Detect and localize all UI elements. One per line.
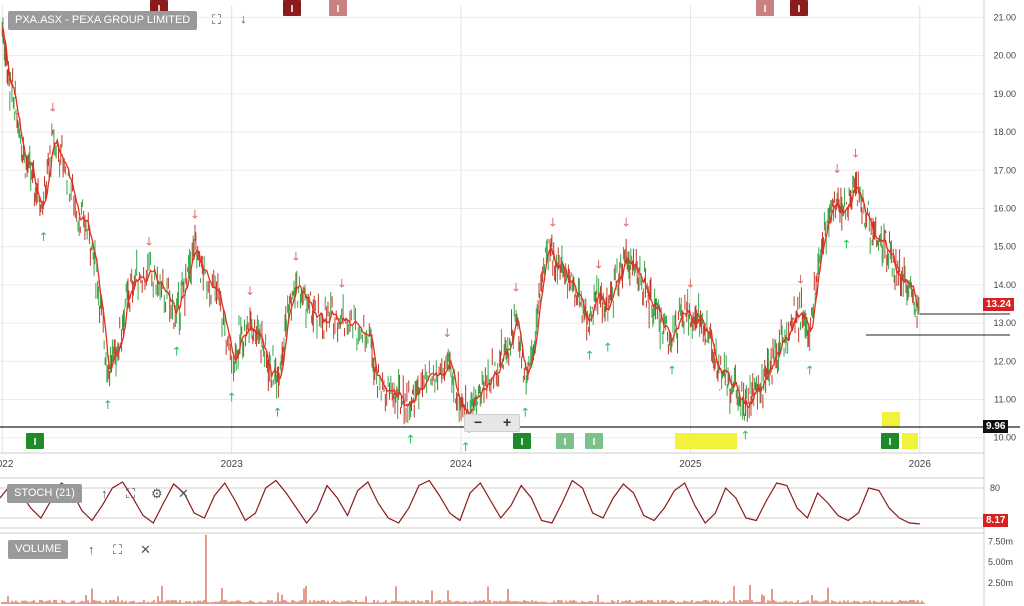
down-arrow-icon: ↓ xyxy=(48,101,58,115)
volume-panel-title[interactable]: VOLUME xyxy=(8,540,69,559)
event-marker-label: I xyxy=(593,437,596,448)
arrow-down-icon[interactable]: ↓ xyxy=(240,11,247,26)
expand-icon[interactable]: ⛶ xyxy=(126,486,136,501)
event-marker xyxy=(756,0,774,16)
close-icon[interactable]: ✕ xyxy=(178,486,189,501)
event-marker xyxy=(329,0,347,16)
event-marker xyxy=(585,433,603,449)
up-arrow-icon: ↑ xyxy=(584,348,594,362)
price-tick-label: 15.00 xyxy=(993,242,1016,252)
event-marker xyxy=(881,433,899,449)
up-arrow-icon: ↑ xyxy=(603,341,613,355)
up-arrow-icon: ↑ xyxy=(841,237,851,251)
close-icon[interactable]: ✕ xyxy=(140,542,151,557)
expand-icon[interactable]: ⛶ xyxy=(212,12,222,27)
price-tick-label: 21.00 xyxy=(993,12,1016,22)
settings-icon[interactable]: ⚙ xyxy=(151,486,163,501)
up-arrow-icon: ↑ xyxy=(520,406,530,420)
down-arrow-icon: ↓ xyxy=(685,276,695,290)
event-marker-label: I xyxy=(889,437,892,448)
event-marker-label: I xyxy=(521,437,524,448)
price-tick-label: 14.00 xyxy=(993,280,1016,290)
arrow-up-icon[interactable]: ↑ xyxy=(88,542,95,557)
event-marker-label: I xyxy=(291,4,294,15)
volume-tick-label: 7.50m xyxy=(988,536,1013,546)
year-tick-label: 2023 xyxy=(221,459,244,470)
up-arrow-icon: ↑ xyxy=(667,364,677,378)
expand-icon[interactable]: ⛶ xyxy=(113,542,123,557)
event-marker-label: I xyxy=(564,437,567,448)
down-arrow-icon: ↓ xyxy=(548,215,558,229)
up-arrow-icon: ↑ xyxy=(39,230,49,244)
event-marker-label: I xyxy=(764,4,767,15)
stoch-line xyxy=(0,479,920,525)
price-tick-label: 12.00 xyxy=(993,356,1016,366)
event-marker-label: I xyxy=(158,4,161,15)
down-arrow-icon: ↓ xyxy=(291,250,301,264)
price-tick-label: 19.00 xyxy=(993,89,1016,99)
year-tick-label: 2024 xyxy=(450,459,473,470)
stoch-value-tag: 8.17 xyxy=(983,514,1009,527)
event-marker-yellow xyxy=(902,433,918,449)
down-arrow-icon: ↓ xyxy=(442,326,452,340)
event-marker-label: I xyxy=(34,437,37,448)
event-marker-yellow xyxy=(882,412,900,428)
event-markers[interactable]: I I I I I I I I I I xyxy=(26,0,918,449)
down-arrow-icon: ↓ xyxy=(594,257,604,271)
up-arrow-icon: ↑ xyxy=(273,406,283,420)
event-marker-label: I xyxy=(337,4,340,15)
price-tick-label: 18.00 xyxy=(993,127,1016,137)
volume-tick-label: 5.00m xyxy=(988,557,1013,567)
year-tick-label: 2025 xyxy=(679,459,702,470)
price-tick-label: 17.00 xyxy=(993,165,1016,175)
event-marker-yellow xyxy=(675,433,737,449)
down-arrow-icon: ↓ xyxy=(832,162,842,176)
down-arrow-icon: ↓ xyxy=(245,284,255,298)
zoom-out-icon[interactable]: − xyxy=(474,414,483,430)
down-arrow-icon: ↓ xyxy=(511,280,521,294)
down-arrow-icon: ↓ xyxy=(621,215,631,229)
down-arrow-icon: ↓ xyxy=(851,147,861,161)
event-marker xyxy=(26,433,44,449)
stoch-panel-title[interactable]: STOCH (21) xyxy=(7,484,82,503)
down-arrow-icon: ↓ xyxy=(190,208,200,222)
moving-average-line xyxy=(1,27,920,417)
price-tick-label: 11.00 xyxy=(994,395,1016,405)
volume-bars xyxy=(0,532,984,604)
price-tick-label: 20.00 xyxy=(993,51,1016,61)
event-marker xyxy=(790,0,808,16)
stoch-tick-label: 80 xyxy=(990,483,1000,493)
up-arrow-icon: ↑ xyxy=(805,364,815,378)
stoch-layer xyxy=(0,477,984,529)
event-marker xyxy=(556,433,574,449)
low-price-tag: 9.96 xyxy=(983,420,1009,433)
down-arrow-icon: ↓ xyxy=(795,273,805,287)
zoom-in-icon[interactable]: + xyxy=(503,414,512,430)
arrow-up-icon[interactable]: ↑ xyxy=(101,486,108,501)
year-tick-label: 2026 xyxy=(909,459,932,470)
up-arrow-icon: ↑ xyxy=(172,344,182,358)
up-arrow-icon: ↑ xyxy=(103,398,113,412)
event-marker xyxy=(513,433,531,449)
last-price-tag: 13.24 xyxy=(983,298,1015,311)
zoom-control[interactable]: − + xyxy=(464,414,520,432)
up-arrow-icon: ↑ xyxy=(406,432,416,446)
price-grid xyxy=(0,6,984,453)
price-tick-label: 13.00 xyxy=(993,318,1016,328)
volume-tick-label: 2.50m xyxy=(988,578,1013,588)
price-panel-title[interactable]: PXA.ASX - PEXA GROUP LIMITED xyxy=(8,11,198,30)
event-marker-label: I xyxy=(798,4,801,15)
down-arrow-icon: ↓ xyxy=(144,234,154,248)
up-arrow-icon: ↑ xyxy=(740,429,750,443)
price-tick-label: 16.00 xyxy=(993,203,1016,213)
price-tick-label: 10.00 xyxy=(993,433,1016,443)
up-arrow-icon: ↑ xyxy=(227,390,237,404)
up-arrow-icon: ↑ xyxy=(461,440,471,454)
down-arrow-icon: ↓ xyxy=(337,276,347,290)
event-marker xyxy=(283,0,301,16)
signal-arrows: ↑ ↓ ↑ ↓ ↑ ↓ ↑ ↓ ↑ ↓ ↓ ↑ ↓ ↑ ↓ ↑ ↓ ↑ ↓ ↑ ↓ ↑ ↓ ↑ ↓ ↑ ↓ ↑ ↓ xyxy=(39,101,861,454)
year-tick-label: 2022 xyxy=(0,459,14,470)
